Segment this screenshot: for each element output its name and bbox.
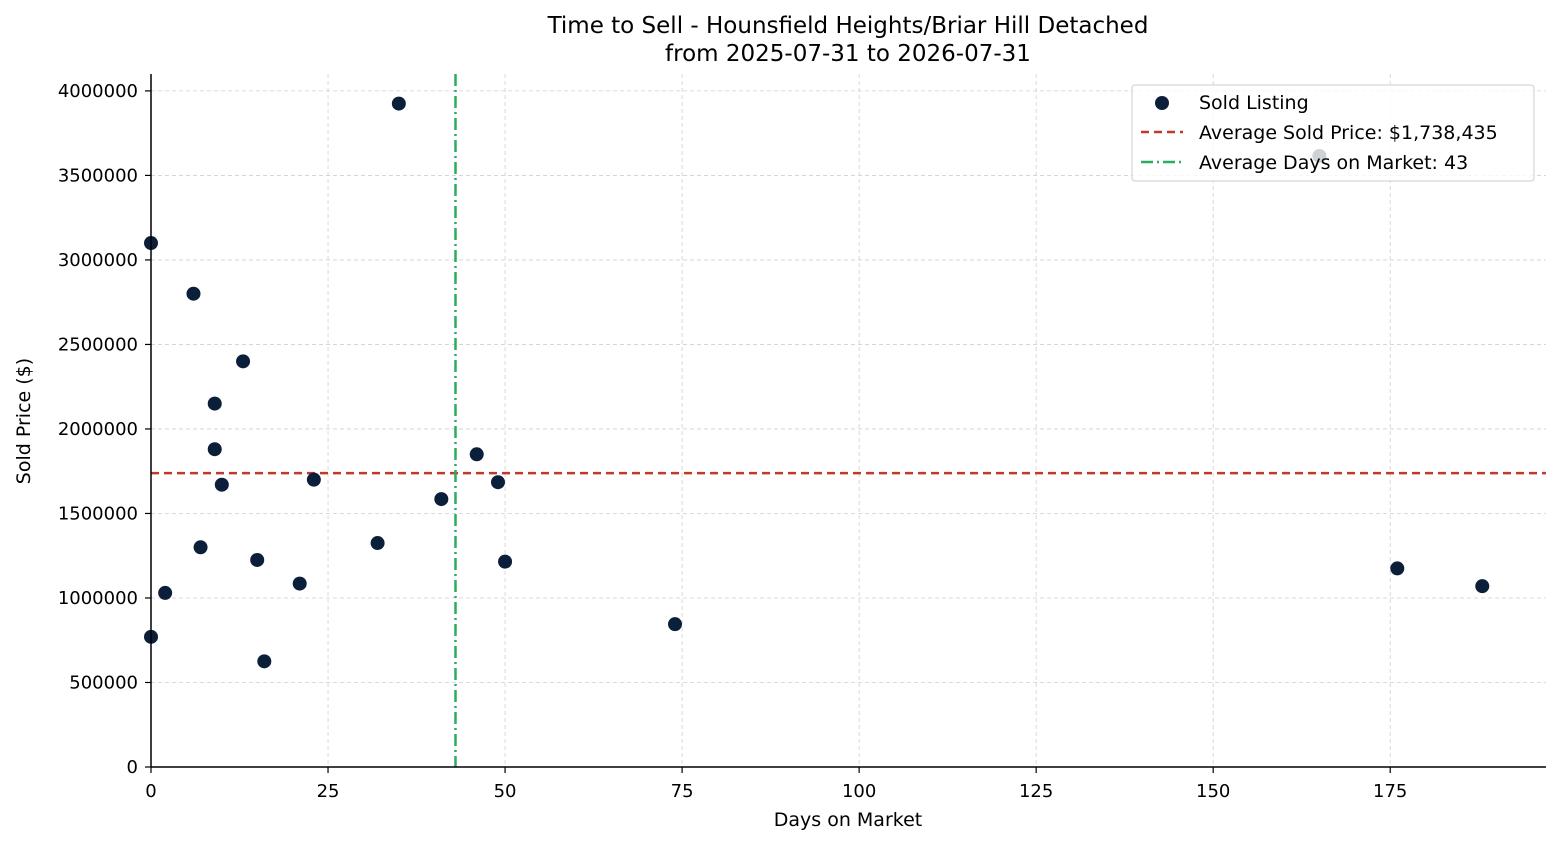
data-point bbox=[498, 554, 513, 569]
x-tick-label: 25 bbox=[317, 781, 340, 802]
data-point bbox=[257, 654, 272, 669]
data-point bbox=[292, 576, 307, 591]
y-tick-label: 3000000 bbox=[58, 250, 138, 271]
y-tick-label: 3500000 bbox=[58, 165, 138, 186]
data-point bbox=[391, 96, 406, 111]
legend-label-average-days: Average Days on Market: 43 bbox=[1199, 152, 1468, 174]
data-point bbox=[370, 536, 385, 551]
data-point bbox=[469, 447, 484, 462]
data-point bbox=[1475, 579, 1490, 594]
data-point bbox=[158, 585, 173, 600]
tick-labels: 0 25 50 75 100 125 150 175 0 500000 1000000 1500000… bbox=[58, 81, 1408, 802]
x-tick-label: 150 bbox=[1196, 781, 1230, 802]
data-point bbox=[490, 475, 505, 490]
data-point bbox=[236, 354, 251, 369]
legend-label-average-price: Average Sold Price: $1,738,435 bbox=[1199, 122, 1498, 144]
chart-title: Time to Sell - Hounsfield Heights/Briar … bbox=[547, 13, 1149, 39]
chart-subtitle: from 2025-07-31 to 2026-07-31 bbox=[665, 41, 1031, 67]
data-point bbox=[1390, 561, 1405, 576]
y-tick-label: 2000000 bbox=[58, 419, 138, 440]
x-axis-label: Days on Market bbox=[774, 809, 922, 831]
reference-lines bbox=[151, 74, 1546, 767]
data-point bbox=[207, 396, 222, 411]
legend-frame bbox=[1131, 84, 1535, 182]
x-tick-label: 50 bbox=[494, 781, 517, 802]
data-points bbox=[144, 96, 1490, 669]
legend: Sold Listing Average Sold Price: $1,738,… bbox=[1131, 84, 1535, 182]
y-tick-label: 4000000 bbox=[58, 81, 138, 102]
data-point bbox=[668, 617, 683, 632]
y-tick-label: 2500000 bbox=[58, 334, 138, 355]
y-tick-label: 500000 bbox=[69, 672, 138, 693]
data-point bbox=[250, 552, 265, 567]
y-tick-label: 1000000 bbox=[58, 588, 138, 609]
data-point bbox=[306, 472, 321, 487]
data-point bbox=[186, 286, 201, 301]
y-axis-label: Sold Price ($) bbox=[13, 358, 35, 484]
x-tick-label: 125 bbox=[1019, 781, 1053, 802]
axes bbox=[145, 74, 1546, 773]
x-tick-label: 100 bbox=[842, 781, 876, 802]
y-tick-label: 0 bbox=[127, 757, 138, 778]
x-tick-label: 75 bbox=[671, 781, 694, 802]
data-point bbox=[214, 477, 229, 492]
legend-marker-sold-listing bbox=[1155, 96, 1169, 110]
legend-label-sold-listing: Sold Listing bbox=[1199, 92, 1309, 114]
data-point bbox=[207, 442, 222, 457]
x-tick-label: 175 bbox=[1373, 781, 1407, 802]
data-point bbox=[434, 492, 449, 507]
data-point bbox=[193, 540, 208, 555]
x-tick-label: 0 bbox=[145, 781, 156, 802]
y-tick-label: 1500000 bbox=[58, 503, 138, 524]
